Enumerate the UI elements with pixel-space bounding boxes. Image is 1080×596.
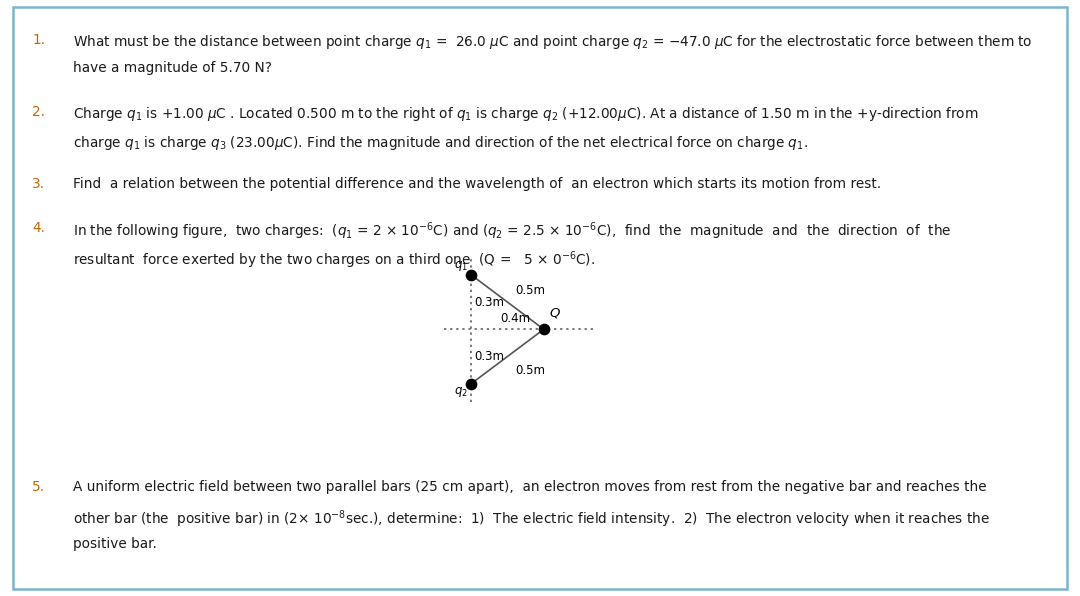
- Text: 4.: 4.: [32, 221, 45, 234]
- Text: $q_1$: $q_1$: [454, 259, 468, 273]
- Text: Find  a relation between the potential difference and the wavelength of  an elec: Find a relation between the potential di…: [73, 177, 881, 191]
- Text: 0.3m: 0.3m: [474, 296, 504, 309]
- Text: 0.5m: 0.5m: [515, 284, 544, 297]
- Point: [462, 379, 480, 389]
- Text: 5.: 5.: [32, 480, 45, 493]
- Text: 0.3m: 0.3m: [474, 350, 504, 363]
- Text: positive bar.: positive bar.: [73, 537, 158, 551]
- Text: What must be the distance between point charge $q_1$ =  26.0 $\mu$C and point ch: What must be the distance between point …: [73, 33, 1034, 51]
- Text: 0.4m: 0.4m: [500, 312, 530, 325]
- Text: 1.: 1.: [32, 33, 45, 46]
- Text: 3.: 3.: [32, 177, 45, 191]
- Point: [462, 270, 480, 280]
- Text: charge $q_1$ is charge $q_3$ (23.00$\mu$C). Find the magnitude and direction of : charge $q_1$ is charge $q_3$ (23.00$\mu$…: [73, 134, 809, 151]
- Text: have a magnitude of 5.70 N?: have a magnitude of 5.70 N?: [73, 61, 272, 75]
- Text: Charge $q_1$ is +1.00 $\mu$C . Located 0.500 m to the right of $q_1$ is charge $: Charge $q_1$ is +1.00 $\mu$C . Located 0…: [73, 105, 978, 123]
- Text: 2.: 2.: [32, 105, 45, 119]
- Text: A uniform electric field between two parallel bars (25 cm apart),  an electron m: A uniform electric field between two par…: [73, 480, 987, 493]
- Text: $q_2$: $q_2$: [454, 386, 468, 399]
- Text: other bar (the  positive bar) in (2$\times$ 10$^{-8}$sec.), determine:  1)  The : other bar (the positive bar) in (2$\time…: [73, 508, 990, 530]
- Point: [535, 324, 552, 334]
- Text: resultant  force exerted by the two charges on a third one  (Q =   5 $\times$ 0$: resultant force exerted by the two charg…: [73, 249, 595, 271]
- Text: $Q$: $Q$: [549, 306, 562, 320]
- Text: In the following figure,  two charges:  ($q_1$ = 2 $\times$ 10$^{-6}$C) and ($q_: In the following figure, two charges: ($…: [73, 221, 951, 242]
- Text: 0.5m: 0.5m: [515, 364, 544, 377]
